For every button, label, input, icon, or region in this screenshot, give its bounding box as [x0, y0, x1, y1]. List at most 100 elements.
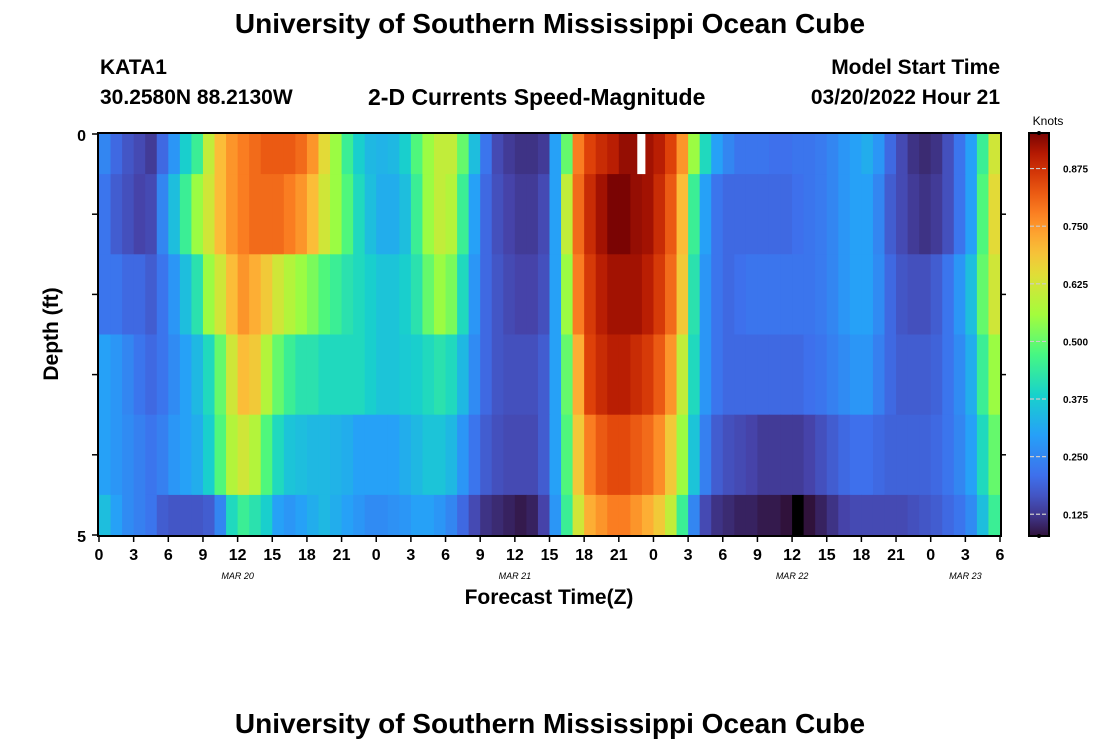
heatmap-cell: [156, 174, 169, 255]
heatmap-cell: [133, 494, 146, 536]
heatmap-cell: [722, 254, 735, 336]
heatmap-cell: [561, 134, 574, 175]
heatmap-cell: [838, 174, 851, 255]
heatmap-cell: [618, 134, 631, 175]
x-tick-label: 3: [129, 547, 138, 564]
heatmap-cell: [99, 414, 112, 496]
heatmap-cell: [468, 334, 481, 416]
heatmap-cell: [491, 174, 504, 255]
x-tick-label: 21: [610, 547, 628, 564]
heatmap-cell: [364, 174, 377, 255]
heatmap-cell: [549, 174, 562, 255]
heatmap-cell: [145, 174, 158, 255]
heatmap-cell: [861, 134, 874, 175]
heatmap-cell: [318, 174, 331, 255]
heatmap-cell: [422, 254, 435, 336]
heatmap-cell: [353, 254, 366, 336]
x-tick-label: 3: [406, 547, 415, 564]
heatmap-cell: [260, 254, 273, 336]
heatmap-cell: [688, 174, 701, 255]
heatmap-cell: [607, 174, 620, 255]
heatmap-cell: [572, 254, 585, 336]
heatmap-cell: [976, 494, 990, 536]
heatmap-cell: [202, 254, 216, 336]
heatmap-cell: [676, 254, 689, 336]
heatmap-cell: [641, 414, 655, 496]
heatmap-cell: [849, 414, 862, 496]
heatmap-cell: [665, 174, 678, 255]
date-label: MAR 23: [949, 571, 982, 581]
heatmap-cell: [792, 414, 805, 496]
heatmap-cell: [584, 254, 597, 336]
heatmap-cell: [872, 134, 886, 175]
heatmap-cell: [156, 134, 169, 175]
heatmap-cell: [653, 414, 666, 496]
heatmap-cell: [283, 414, 296, 496]
heatmap-cell: [965, 494, 978, 536]
heatmap-cell: [745, 254, 759, 336]
heatmap-cell: [665, 334, 678, 416]
heatmap-cell: [179, 254, 193, 336]
heatmap-cell: [572, 334, 585, 416]
heatmap-cell: [884, 414, 897, 496]
heatmap-cell: [122, 174, 135, 255]
heatmap-cell: [480, 134, 493, 175]
heatmap-cell: [665, 414, 678, 496]
x-tick-label: 9: [753, 547, 762, 564]
heatmap-cell: [607, 134, 620, 175]
heatmap-cell: [953, 494, 966, 536]
heatmap-cell: [896, 134, 909, 175]
heatmap-cell: [861, 494, 874, 536]
model-start-label: Model Start Time: [831, 56, 1000, 79]
heatmap-cell: [688, 414, 701, 496]
heatmap-cell: [803, 174, 816, 255]
heatmap-cell: [688, 254, 701, 336]
x-tick-label: 0: [926, 547, 935, 564]
heatmap-cell: [584, 134, 597, 175]
heatmap-cell: [607, 254, 620, 336]
heatmap-cell: [826, 254, 839, 336]
heatmap-cell: [537, 414, 551, 496]
heatmap-cell: [526, 174, 539, 255]
heatmap-cell: [330, 254, 343, 336]
heatmap-cell: [699, 174, 712, 255]
heatmap-cell: [514, 334, 527, 416]
heatmap-cell: [745, 494, 759, 536]
y-tick-label: 5: [77, 529, 86, 546]
heatmap-cell: [399, 334, 412, 416]
x-tick-label: 3: [961, 547, 970, 564]
heatmap-cell: [757, 134, 770, 175]
heatmap-cell: [872, 174, 886, 255]
heatmap-cell: [722, 134, 735, 175]
heatmap-cell: [330, 174, 343, 255]
heatmap-cell: [353, 134, 366, 175]
heatmap-cell: [122, 134, 135, 175]
heatmap-cell: [399, 494, 412, 536]
heatmap-cell: [884, 254, 897, 336]
heatmap-cell: [318, 494, 331, 536]
heatmap-cell: [768, 334, 782, 416]
heatmap-cell: [549, 494, 562, 536]
heatmap-cell: [433, 254, 447, 336]
heatmap-cell: [272, 254, 285, 336]
heatmap-cell: [618, 334, 631, 416]
heatmap-cell: [145, 254, 158, 336]
heatmap-cell: [237, 334, 250, 416]
heatmap-cell: [156, 334, 169, 416]
heatmap-cell: [156, 254, 169, 336]
heatmap-cell: [503, 494, 516, 536]
heatmap-cell: [364, 134, 377, 175]
heatmap-cell: [780, 254, 793, 336]
heatmap-cell: [202, 174, 216, 255]
x-tick-label: 12: [783, 547, 801, 564]
heatmap-cell: [295, 254, 308, 336]
x-tick-label: 15: [541, 547, 559, 564]
heatmap-cell: [607, 494, 620, 536]
heatmap-cell: [561, 254, 574, 336]
heatmap-cell: [145, 414, 158, 496]
heatmap-cell: [399, 254, 412, 336]
heatmap-cell: [226, 494, 239, 536]
heatmap-cell: [561, 174, 574, 255]
heatmap-cell: [422, 414, 435, 496]
heatmap-cell: [699, 414, 712, 496]
